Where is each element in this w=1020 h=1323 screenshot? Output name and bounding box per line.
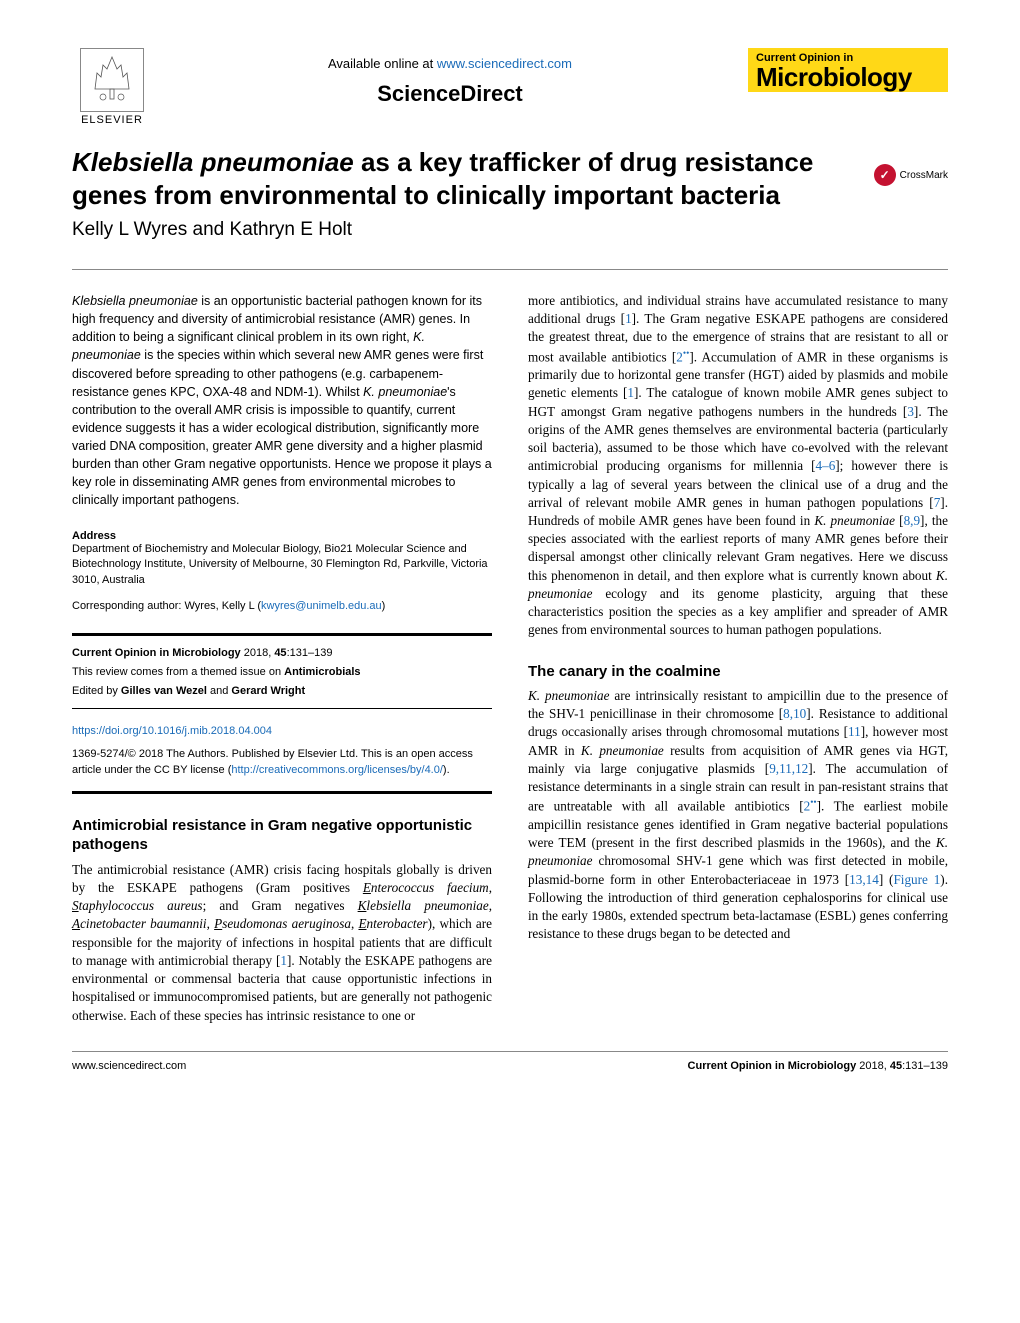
- left-section-paragraph: The antimicrobial resistance (AMR) crisi…: [72, 861, 492, 1025]
- species-name: Enterococcus faecium: [363, 880, 489, 895]
- title-divider: [72, 269, 948, 270]
- corresponding-email[interactable]: kwyres@unimelb.edu.au: [261, 600, 382, 612]
- crossmark-icon: ✓: [874, 164, 896, 186]
- italic-text: K. pneumoniae: [528, 688, 609, 703]
- italic-text: K. pneumoniae: [363, 385, 447, 399]
- citation-ref[interactable]: 1: [625, 311, 632, 326]
- elsevier-logo: ELSEVIER: [72, 48, 152, 126]
- address-text: Department of Biochemistry and Molecular…: [72, 542, 492, 590]
- citation-ref[interactable]: Figure 1: [893, 872, 940, 887]
- footer-left: www.sciencedirect.com: [72, 1060, 186, 1072]
- footer-vol: 45: [890, 1060, 902, 1072]
- cc-license-link[interactable]: http://creativecommons.org/licenses/by/4…: [231, 764, 443, 776]
- crossmark-badge[interactable]: ✓ CrossMark: [858, 164, 948, 186]
- doi-link[interactable]: https://doi.org/10.1016/j.mib.2018.04.00…: [72, 725, 272, 737]
- address-label: Address: [72, 530, 492, 542]
- section-heading-canary: The canary in the coalmine: [528, 662, 948, 682]
- article-authors: Kelly L Wyres and Kathryn E Holt: [72, 219, 828, 241]
- journal-badge: Current Opinion in Microbiology: [748, 48, 948, 92]
- page-footer: www.sciencedirect.com Current Opinion in…: [72, 1051, 948, 1072]
- copyright-text: 1369-5274/© 2018 The Authors. Published …: [72, 746, 492, 779]
- citation-ref[interactable]: 4–6: [816, 458, 836, 473]
- italic-text: K. pneumoniae: [814, 513, 895, 528]
- meta-journal: Current Opinion in Microbiology: [72, 647, 241, 659]
- sciencedirect-link[interactable]: www.sciencedirect.com: [437, 56, 572, 71]
- copyright-suffix: ).: [443, 764, 450, 776]
- italic-text: K. pneumoniae: [72, 330, 425, 362]
- left-column: Klebsiella pneumoniae is an opportunisti…: [72, 292, 492, 1025]
- italic-text: Klebsiella pneumoniae: [72, 294, 198, 308]
- edited-prefix: Edited by: [72, 685, 121, 697]
- italic-text: K. pneumoniae: [528, 835, 948, 868]
- italic-text: K. pneumoniae: [528, 568, 948, 601]
- right-canary-paragraph: K. pneumoniae are intrinsically resistan…: [528, 687, 948, 943]
- editors: Edited by Gilles van Wezel and Gerard Wr…: [72, 682, 492, 701]
- body-columns: Klebsiella pneumoniae is an opportunisti…: [72, 292, 948, 1025]
- right-column: more antibiotics, and individual strains…: [528, 292, 948, 1025]
- corresponding-author: Corresponding author: Wyres, Kelly L (kw…: [72, 599, 492, 615]
- italic-text: K. pneumoniae: [581, 743, 664, 758]
- citation-ref[interactable]: ••: [810, 797, 816, 807]
- themed-prefix: This review comes from a themed issue on: [72, 666, 284, 678]
- meta-vol: 45: [274, 647, 286, 659]
- right-intro-paragraph: more antibiotics, and individual strains…: [528, 292, 948, 640]
- elsevier-label: ELSEVIER: [81, 114, 143, 126]
- journal-citation: Current Opinion in Microbiology 2018, 45…: [72, 644, 492, 663]
- species-name: Acinetobacter baumannii: [72, 916, 207, 931]
- citation-ref[interactable]: 9,11,12: [769, 761, 808, 776]
- corresponding-suffix: ): [382, 600, 386, 612]
- article-meta-box: Current Opinion in Microbiology 2018, 45…: [72, 633, 492, 709]
- available-online-prefix: Available online at: [328, 56, 437, 71]
- citation-ref[interactable]: 2: [676, 349, 683, 364]
- abstract-text: Klebsiella pneumoniae is an opportunisti…: [72, 292, 492, 510]
- citation-ref[interactable]: 13,14: [849, 872, 879, 887]
- citation-ref[interactable]: 7: [934, 495, 941, 510]
- title-species: Klebsiella pneumoniae: [72, 147, 354, 177]
- themed-issue: This review comes from a themed issue on…: [72, 663, 492, 682]
- footer-pages: :131–139: [902, 1060, 948, 1072]
- section-heading-amr: Antimicrobial resistance in Gram negativ…: [72, 816, 492, 855]
- citation-ref[interactable]: 1: [280, 953, 287, 968]
- available-online-text: Available online at www.sciencedirect.co…: [152, 56, 748, 71]
- species-name: Enterobacter: [358, 916, 427, 931]
- crossmark-check-icon: ✓: [880, 168, 890, 182]
- meta-year: 2018,: [241, 647, 275, 659]
- footer-journal: Current Opinion in Microbiology: [688, 1060, 857, 1072]
- doi-block: https://doi.org/10.1016/j.mib.2018.04.00…: [72, 723, 492, 794]
- species-name: Pseudomonas aeruginosa: [214, 916, 351, 931]
- footer-right: Current Opinion in Microbiology 2018, 45…: [688, 1060, 948, 1072]
- editors-and: and: [207, 685, 231, 697]
- species-name: Klebsiella pneumoniae: [358, 898, 489, 913]
- header-center: Available online at www.sciencedirect.co…: [152, 48, 748, 107]
- themed-name: Antimicrobials: [284, 666, 360, 678]
- species-name: Staphylococcus aureus: [72, 898, 203, 913]
- title-block: Klebsiella pneumoniae as a key trafficke…: [72, 146, 948, 241]
- crossmark-label: CrossMark: [900, 170, 948, 181]
- elsevier-tree-icon: [80, 48, 144, 112]
- page-header: ELSEVIER Available online at www.science…: [72, 48, 948, 126]
- citation-ref[interactable]: 11: [848, 724, 861, 739]
- article-title: Klebsiella pneumoniae as a key trafficke…: [72, 146, 828, 211]
- meta-pages: :131–139: [287, 647, 333, 659]
- citation-ref[interactable]: 1: [627, 385, 634, 400]
- citation-ref[interactable]: 8,10: [783, 706, 806, 721]
- sciencedirect-logo: ScienceDirect: [152, 81, 748, 107]
- citation-ref[interactable]: 8,9: [904, 513, 920, 528]
- editor1: Gilles van Wezel: [121, 685, 207, 697]
- citation-ref[interactable]: 3: [907, 404, 914, 419]
- editor2: Gerard Wright: [231, 685, 305, 697]
- citation-ref[interactable]: ••: [683, 348, 689, 358]
- footer-year: 2018,: [856, 1060, 890, 1072]
- journal-badge-line2: Microbiology: [756, 64, 940, 90]
- corresponding-prefix: Corresponding author: Wyres, Kelly L (: [72, 600, 261, 612]
